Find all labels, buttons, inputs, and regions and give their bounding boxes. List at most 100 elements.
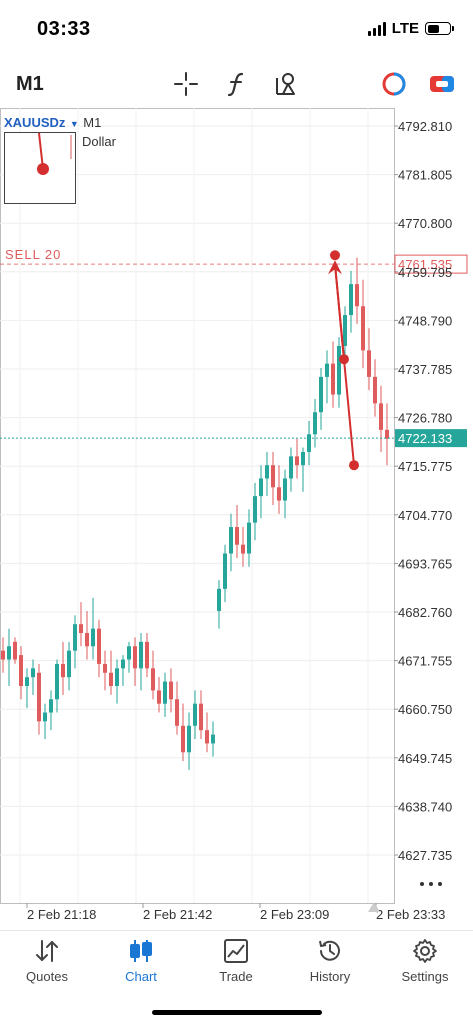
nav-settings-label: Settings: [401, 969, 449, 984]
bottom-nav: Quotes Chart Trade History Settings: [0, 930, 473, 991]
candle-body: [307, 434, 311, 452]
candle-body: [139, 641, 143, 669]
price-tick-label: 4770.800: [398, 216, 452, 231]
candle-body: [247, 522, 251, 554]
candle-body: [175, 699, 179, 726]
trade-target-marker: [349, 460, 359, 471]
crosshair-icon[interactable]: [172, 70, 200, 98]
symbol-dropdown-icon[interactable]: ▼: [69, 119, 79, 129]
trade-icon: [224, 939, 248, 963]
chart-toolbar: M1: [0, 60, 473, 108]
status-bar: 03:33 LTE: [0, 0, 473, 60]
candle-body: [103, 663, 107, 673]
chart-area[interactable]: SELL 20 4761.535 4722.133 4792.810 4781.805…: [0, 108, 473, 930]
trade-arrow-head: [328, 260, 342, 275]
current-price-label: 4722.133: [398, 431, 452, 446]
candle-body: [265, 465, 269, 479]
price-tick-label: 4660.750: [398, 702, 452, 717]
price-tick-label: 4715.775: [398, 459, 452, 474]
candle-body: [301, 451, 305, 466]
candle-body: [331, 363, 335, 395]
chart-grid: [0, 108, 395, 904]
candle-body: [1, 650, 5, 660]
sell-price-label: 4761.535: [398, 257, 452, 272]
symbol-timeframe: M1: [83, 115, 102, 130]
candle-body: [115, 668, 119, 687]
candle-body: [85, 633, 89, 647]
symbol-description: Dollar: [82, 134, 116, 149]
trade-mid-marker: [339, 354, 349, 365]
price-tick-label: 4682.760: [398, 605, 452, 620]
candle-body: [325, 363, 329, 377]
candle-body: [361, 306, 365, 351]
price-tick-label: 4781.805: [398, 168, 452, 183]
sell-order-label: SELL 20: [5, 247, 61, 262]
candle-body: [55, 663, 59, 700]
symbol-info[interactable]: XAUUSDz ▼ M1: [4, 114, 101, 132]
candle-body: [277, 487, 281, 501]
history-icon: [319, 940, 340, 961]
price-tick-label: 4748.790: [398, 313, 452, 328]
current-price-tag: [395, 429, 467, 448]
candle-body: [319, 376, 323, 413]
candle-body: [271, 465, 275, 488]
trade-panel-icon[interactable]: [428, 70, 456, 98]
candle-body: [43, 712, 47, 722]
candle-body: [241, 544, 245, 554]
signal-icon: [367, 21, 386, 36]
candles: [1, 257, 389, 770]
price-chart[interactable]: SELL 20 4761.535 4722.133 4792.810 4781.805…: [0, 108, 473, 930]
candle-body: [91, 628, 95, 647]
candle-body: [217, 588, 221, 611]
nav-quotes[interactable]: Quotes: [0, 931, 94, 991]
plot-frame: [0, 108, 395, 904]
nav-history-label: History: [309, 969, 351, 984]
candle-body: [223, 553, 227, 589]
candle-body: [355, 284, 359, 307]
nav-chart[interactable]: Chart: [94, 931, 188, 991]
timeframe-button[interactable]: M1: [16, 73, 44, 95]
trade-markers: [328, 250, 359, 471]
price-tick-label: 4649.745: [398, 751, 452, 766]
network-label: LTE: [391, 20, 419, 37]
time-tick-label: 2 Feb 23:09: [260, 907, 329, 922]
nav-history[interactable]: History: [283, 931, 377, 991]
price-tick-label: 4671.755: [398, 654, 452, 669]
status-time: 03:33: [37, 18, 91, 40]
mini-preview: [4, 132, 76, 204]
candle-body: [61, 663, 65, 678]
quotes-icon: [36, 940, 58, 962]
settings-icon: [413, 939, 437, 963]
indicators-icon[interactable]: [223, 70, 251, 98]
candle-body: [127, 646, 131, 660]
candle-body: [343, 315, 347, 346]
symbol-name[interactable]: XAUUSDz: [4, 115, 66, 130]
one-click-trading-icon[interactable]: [380, 70, 408, 98]
candle-body: [157, 690, 161, 704]
candle-body: [31, 668, 35, 678]
time-tick-label: 2 Feb 23:33: [376, 907, 445, 922]
more-icon: [420, 882, 424, 886]
nav-trade-label: Trade: [219, 969, 253, 984]
candle-body: [121, 659, 125, 669]
candle-body: [109, 672, 113, 687]
candle-body: [7, 646, 11, 660]
price-axis: 4792.810 4781.805 4770.800 4759.795 4748.790…: [394, 119, 452, 886]
objects-icon[interactable]: [273, 70, 301, 98]
scroll-end-icon: [368, 902, 380, 912]
trade-arrow-line: [334, 264, 355, 466]
candle-body: [169, 681, 173, 700]
battery-icon: [425, 22, 454, 35]
candle-body: [367, 350, 371, 377]
candle-body: [145, 641, 149, 669]
candle-body: [229, 527, 233, 554]
more-icon: [429, 882, 433, 886]
nav-trade[interactable]: Trade: [189, 931, 283, 991]
price-tick-label: 4759.795: [398, 265, 452, 280]
candle-body: [211, 734, 215, 744]
candle-body: [193, 703, 197, 726]
candle-body: [205, 730, 209, 744]
candle-body: [187, 725, 191, 753]
nav-settings[interactable]: Settings: [378, 931, 472, 991]
candle-body: [385, 429, 389, 439]
